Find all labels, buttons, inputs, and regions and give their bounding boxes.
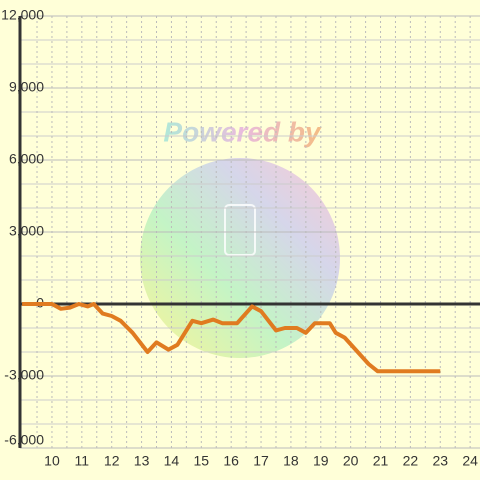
x-tick-label: 14 xyxy=(164,453,180,469)
x-tick-label: 22 xyxy=(403,453,419,469)
y-tick-label: 9,000 xyxy=(9,79,44,95)
x-tick-label: 18 xyxy=(283,453,299,469)
y-tick-label: 3,000 xyxy=(9,223,44,239)
y-tick-label: 6,000 xyxy=(9,151,44,167)
x-tick-label: 20 xyxy=(343,453,359,469)
x-tick-label: 10 xyxy=(44,453,60,469)
y-tick-label: -3,000 xyxy=(4,367,44,383)
x-tick-label: 16 xyxy=(223,453,239,469)
x-tick-label: 11 xyxy=(75,453,90,469)
x-tick-label: 21 xyxy=(373,453,389,469)
x-tick-label: 23 xyxy=(432,453,448,469)
y-tick-label: 12,000 xyxy=(1,7,44,23)
x-tick-label: 24 xyxy=(462,453,478,469)
watermark-text: Powered by xyxy=(163,116,322,147)
x-tick-label: 15 xyxy=(194,453,210,469)
x-tick-label: 12 xyxy=(104,453,120,469)
watermark-icon xyxy=(224,204,256,256)
x-tick-label: 13 xyxy=(134,453,150,469)
x-tick-label: 17 xyxy=(253,453,269,469)
y-tick-label: -6,000 xyxy=(4,432,44,448)
data-line xyxy=(22,302,441,374)
x-tick-label: 19 xyxy=(313,453,329,469)
